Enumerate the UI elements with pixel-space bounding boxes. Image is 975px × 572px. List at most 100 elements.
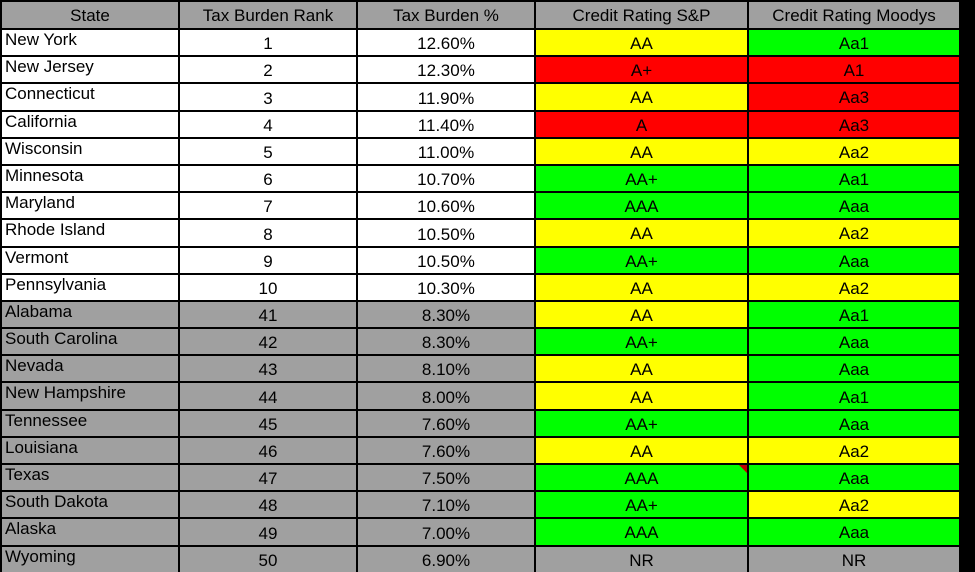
cell-sp-rating[interactable]: AA [536, 84, 747, 110]
cell-state[interactable]: Wyoming [2, 546, 178, 572]
cell-tax-pct[interactable]: 8.10% [358, 356, 534, 382]
cell-tax-pct[interactable]: 8.00% [358, 383, 534, 409]
cell-moodys-rating[interactable]: Aa1 [749, 383, 959, 409]
cell-state[interactable]: Vermont [2, 247, 178, 273]
cell-tax-pct[interactable]: 7.60% [358, 410, 534, 436]
cell-sp-rating[interactable]: AAA [536, 465, 747, 491]
cell-tax-pct[interactable]: 12.30% [358, 57, 534, 83]
cell-moodys-rating[interactable]: Aaa [749, 329, 959, 355]
cell-state[interactable]: New Jersey [2, 57, 178, 83]
cell-sp-rating[interactable]: A [536, 111, 747, 137]
cell-tax-pct[interactable]: 10.60% [358, 193, 534, 219]
cell-tax-pct[interactable]: 7.60% [358, 437, 534, 463]
cell-sp-rating[interactable]: AA [536, 30, 747, 56]
cell-rank[interactable]: 2 [180, 57, 356, 83]
cell-sp-rating[interactable]: AA [536, 356, 747, 382]
cell-moodys-rating[interactable]: Aa1 [749, 301, 959, 328]
cell-tax-pct[interactable]: 7.00% [358, 519, 534, 545]
cell-moodys-rating[interactable]: A1 [749, 57, 959, 83]
cell-sp-rating[interactable]: AA [536, 437, 747, 463]
cell-tax-pct[interactable]: 10.50% [358, 247, 534, 273]
cell-sp-rating[interactable]: AA+ [536, 247, 747, 273]
cell-sp-rating[interactable]: AA+ [536, 492, 747, 518]
cell-state[interactable]: California [2, 111, 178, 137]
cell-rank[interactable]: 43 [180, 356, 356, 382]
cell-moodys-rating[interactable]: Aa2 [749, 274, 959, 300]
cell-rank[interactable]: 47 [180, 465, 356, 491]
cell-tax-pct[interactable]: 11.90% [358, 84, 534, 110]
header-tax-burden-rank[interactable]: Tax Burden Rank [180, 2, 356, 28]
cell-moodys-rating[interactable]: Aaa [749, 247, 959, 273]
cell-rank[interactable]: 46 [180, 437, 356, 463]
cell-rank[interactable]: 3 [180, 84, 356, 110]
cell-moodys-rating[interactable]: Aaa [749, 519, 959, 545]
header-state[interactable]: State [2, 2, 178, 28]
cell-moodys-rating[interactable]: Aa1 [749, 165, 959, 192]
cell-rank[interactable]: 8 [180, 220, 356, 246]
cell-tax-pct[interactable]: 8.30% [358, 301, 534, 328]
cell-sp-rating[interactable]: AA [536, 220, 747, 246]
cell-sp-rating[interactable]: AA [536, 301, 747, 328]
cell-moodys-rating[interactable]: Aaa [749, 465, 959, 491]
cell-state[interactable]: Alaska [2, 519, 178, 545]
cell-state[interactable]: Alabama [2, 301, 178, 328]
cell-rank[interactable]: 6 [180, 165, 356, 192]
cell-sp-rating[interactable]: AA [536, 138, 747, 164]
cell-sp-rating[interactable]: AAA [536, 519, 747, 545]
cell-tax-pct[interactable]: 7.10% [358, 492, 534, 518]
cell-moodys-rating[interactable]: Aa3 [749, 84, 959, 110]
cell-moodys-rating[interactable]: Aaa [749, 410, 959, 436]
cell-rank[interactable]: 5 [180, 138, 356, 164]
cell-state[interactable]: Rhode Island [2, 220, 178, 246]
cell-tax-pct[interactable]: 11.40% [358, 111, 534, 137]
cell-rank[interactable]: 1 [180, 30, 356, 56]
cell-state[interactable]: Maryland [2, 193, 178, 219]
cell-tax-pct[interactable]: 10.50% [358, 220, 534, 246]
cell-rank[interactable]: 45 [180, 410, 356, 436]
cell-moodys-rating[interactable]: Aa3 [749, 111, 959, 137]
cell-rank[interactable]: 44 [180, 383, 356, 409]
cell-sp-rating[interactable]: AA [536, 383, 747, 409]
cell-rank[interactable]: 4 [180, 111, 356, 137]
cell-state[interactable]: Minnesota [2, 165, 178, 192]
cell-moodys-rating[interactable]: NR [749, 546, 959, 572]
cell-rank[interactable]: 49 [180, 519, 356, 545]
header-credit-rating-moodys[interactable]: Credit Rating Moodys [749, 2, 959, 28]
cell-tax-pct[interactable]: 10.30% [358, 274, 534, 300]
cell-state[interactable]: Pennsylvania [2, 274, 178, 300]
cell-rank[interactable]: 41 [180, 301, 356, 328]
cell-moodys-rating[interactable]: Aa2 [749, 492, 959, 518]
cell-moodys-rating[interactable]: Aa2 [749, 138, 959, 164]
cell-state[interactable]: Connecticut [2, 84, 178, 110]
cell-sp-rating[interactable]: AA+ [536, 329, 747, 355]
cell-rank[interactable]: 42 [180, 329, 356, 355]
cell-state[interactable]: Wisconsin [2, 138, 178, 164]
cell-sp-rating[interactable]: AA+ [536, 410, 747, 436]
cell-sp-rating[interactable]: AA+ [536, 165, 747, 192]
cell-sp-rating[interactable]: A+ [536, 57, 747, 83]
cell-tax-pct[interactable]: 10.70% [358, 165, 534, 192]
cell-tax-pct[interactable]: 12.60% [358, 30, 534, 56]
cell-rank[interactable]: 50 [180, 546, 356, 572]
cell-state[interactable]: Louisiana [2, 437, 178, 463]
cell-tax-pct[interactable]: 7.50% [358, 465, 534, 491]
cell-rank[interactable]: 7 [180, 193, 356, 219]
cell-state[interactable]: Tennessee [2, 410, 178, 436]
cell-moodys-rating[interactable]: Aa2 [749, 220, 959, 246]
cell-rank[interactable]: 10 [180, 274, 356, 300]
cell-moodys-rating[interactable]: Aa2 [749, 437, 959, 463]
cell-sp-rating[interactable]: AA [536, 274, 747, 300]
cell-moodys-rating[interactable]: Aaa [749, 356, 959, 382]
cell-tax-pct[interactable]: 6.90% [358, 546, 534, 572]
cell-tax-pct[interactable]: 11.00% [358, 138, 534, 164]
cell-state[interactable]: Texas [2, 465, 178, 491]
header-tax-burden-pct[interactable]: Tax Burden % [358, 2, 534, 28]
cell-moodys-rating[interactable]: Aa1 [749, 30, 959, 56]
cell-rank[interactable]: 9 [180, 247, 356, 273]
cell-sp-rating[interactable]: NR [536, 546, 747, 572]
cell-state[interactable]: New York [2, 30, 178, 56]
cell-state[interactable]: New Hampshire [2, 383, 178, 409]
cell-moodys-rating[interactable]: Aaa [749, 193, 959, 219]
header-credit-rating-sp[interactable]: Credit Rating S&P [536, 2, 747, 28]
cell-sp-rating[interactable]: AAA [536, 193, 747, 219]
